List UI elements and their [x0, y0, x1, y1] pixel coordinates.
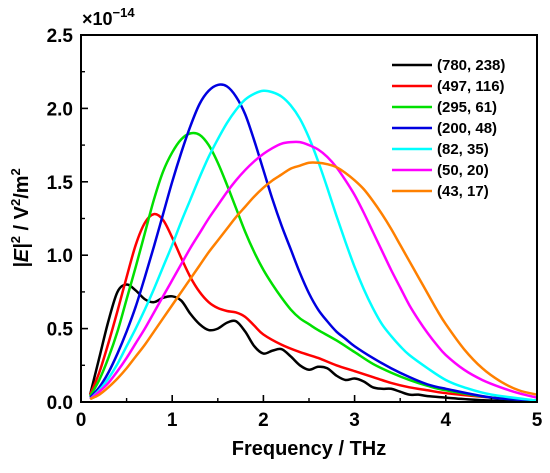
legend-label: (43, 17)	[437, 183, 489, 200]
tick-labels-layer: 0 1 2 3 4 5 0.0 0.5 1.0 1.5 2.0 2.5	[47, 26, 543, 431]
legend-label: (497, 116)	[437, 78, 505, 95]
legend: (780, 238) (497, 116) (295, 61) (200, 48) (8…	[392, 57, 505, 200]
y-axis-title-mid: / V	[11, 205, 33, 236]
y-tick-label: 0.5	[47, 320, 74, 341]
x-tick-label: 0	[76, 410, 87, 431]
series-line-0	[88, 283, 538, 403]
x-tick-label: 4	[441, 410, 452, 431]
y-axis-title-end: /m	[11, 175, 33, 198]
series-line-3	[89, 83, 538, 402]
y-multiplier-exponent: −14	[113, 5, 136, 20]
ticks-layer	[80, 34, 538, 403]
y-axis-title-main: |E|	[11, 243, 33, 268]
series-line-2	[89, 131, 538, 402]
x-tick-label: 1	[167, 410, 178, 431]
series-line-5	[89, 140, 538, 401]
y-multiplier: ×10−14	[82, 5, 135, 29]
y-tick-label: 1.0	[47, 246, 73, 267]
y-tick-label: 1.5	[47, 173, 74, 194]
y-tick-label: 2.0	[47, 99, 73, 120]
y-tick-label: 2.5	[47, 26, 74, 47]
series-line-1	[88, 212, 538, 402]
y-axis-title-sup3: 2	[8, 168, 23, 175]
legend-label: (780, 238)	[437, 57, 505, 74]
y-axis-title-sup1: 2	[8, 236, 23, 243]
legend-label: (50, 20)	[437, 162, 489, 179]
y-tick-label: 0.0	[47, 393, 73, 414]
y-axis-title: |E|2 / V2/m2	[8, 168, 33, 268]
series-line-4	[89, 89, 538, 402]
x-tick-label: 5	[532, 410, 543, 431]
x-tick-label: 2	[258, 410, 269, 431]
legend-label: (200, 48)	[437, 120, 497, 137]
y-axis-title-sup2: 2	[8, 199, 23, 206]
curves-layer	[88, 83, 538, 403]
legend-label: (295, 61)	[437, 99, 497, 116]
x-tick-label: 3	[349, 410, 360, 431]
x-axis-title: Frequency / THz	[232, 438, 386, 460]
legend-label: (82, 35)	[437, 141, 489, 158]
series-line-6	[89, 161, 538, 401]
